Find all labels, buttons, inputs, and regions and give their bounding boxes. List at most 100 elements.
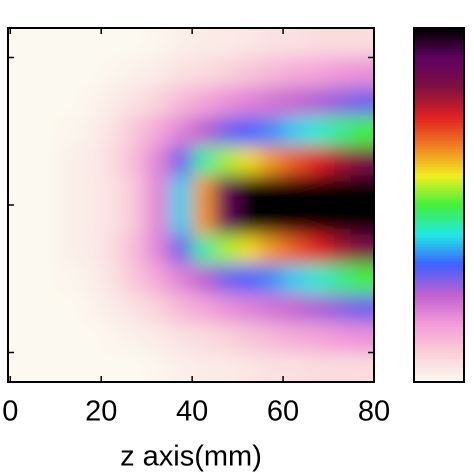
colorbar-swatch <box>414 51 464 56</box>
heatmap-cell <box>169 146 193 176</box>
heatmap-cell <box>169 175 193 206</box>
heatmap-cell <box>123 234 148 265</box>
heatmap-cell <box>55 264 79 294</box>
heatmap-cell <box>283 87 307 117</box>
colorbar-swatch <box>414 323 464 327</box>
heatmap-cell <box>305 87 330 117</box>
colorbar-swatch <box>414 199 464 203</box>
heatmap-cells <box>10 28 374 382</box>
heatmap-cell <box>33 175 57 206</box>
colorbar-swatch <box>414 261 464 265</box>
heatmap-cell <box>260 352 284 382</box>
heatmap-cell <box>192 116 216 147</box>
heatmap-cell <box>33 57 57 88</box>
heatmap-cell <box>78 352 102 382</box>
colorbar-swatch <box>414 193 464 197</box>
colorbar-swatch <box>414 370 464 374</box>
heatmap-cell <box>351 57 374 88</box>
heatmap-cell <box>351 264 374 294</box>
heatmap-cell <box>283 293 307 324</box>
heatmap-cell <box>305 293 330 324</box>
heatmap-cell <box>10 264 34 294</box>
colorbar-swatch <box>414 131 464 135</box>
heatmap-cell <box>214 175 239 206</box>
colorbar-swatch <box>414 308 464 312</box>
colorbar-swatch <box>414 311 464 315</box>
colorbar-swatch <box>414 181 464 185</box>
colorbar-swatch <box>414 349 464 354</box>
colorbar-swatch <box>414 75 464 79</box>
colorbar-swatch <box>414 252 464 256</box>
colorbar-swatch <box>414 355 464 359</box>
heatmap-cell <box>123 146 148 176</box>
colorbar-swatch <box>414 352 464 357</box>
heatmap-cell <box>192 57 216 88</box>
colorbar-swatch <box>414 95 464 100</box>
heatmap-cell <box>328 87 352 117</box>
colorbar-swatch <box>414 28 464 32</box>
colorbar-swatch <box>414 60 464 64</box>
heatmap-cell <box>260 205 284 235</box>
heatmap-cell <box>305 146 330 176</box>
axes: 0 20 40 60 80 <box>2 28 390 428</box>
heatmap-cell <box>283 146 307 176</box>
heatmap-cell <box>146 205 170 235</box>
heatmap-cell <box>237 234 261 265</box>
colorbar-swatch <box>414 337 464 342</box>
colorbar-swatch <box>414 45 464 50</box>
heatmap-cell <box>260 116 284 147</box>
heatmap-cell <box>78 205 102 235</box>
heatmap-cell <box>123 175 148 206</box>
heatmap-cell <box>305 116 330 147</box>
colorbar-swatch <box>414 78 464 82</box>
heatmap-cell <box>78 293 102 324</box>
heatmap-cell <box>33 234 57 265</box>
heatmap-cell <box>305 264 330 294</box>
heatmap-cell <box>78 323 102 353</box>
heatmap-cell <box>33 293 57 324</box>
colorbar-swatch <box>414 110 464 115</box>
colorbar-swatch <box>414 184 464 188</box>
heatmap-cell <box>10 175 34 206</box>
colorbar-swatch <box>414 278 464 283</box>
heatmap-cell <box>55 205 79 235</box>
heatmap-cell <box>305 352 330 382</box>
heatmap <box>8 28 374 382</box>
heatmap-cell <box>214 264 239 294</box>
colorbar-swatch <box>414 299 464 303</box>
colorbar-swatch <box>414 166 464 171</box>
heatmap-cell <box>192 205 216 235</box>
heatmap-cell <box>101 175 125 206</box>
colorbar-swatch <box>414 119 464 123</box>
colorbar-swatch <box>414 33 464 38</box>
colorbar-swatch <box>414 48 464 53</box>
colorbar-swatch <box>414 237 464 241</box>
colorbar-swatch <box>414 63 464 67</box>
colorbar-swatch <box>414 331 464 336</box>
heatmap-cell <box>33 205 57 235</box>
x-tick-label: 0 <box>2 396 18 428</box>
heatmap-cell <box>260 28 284 58</box>
colorbar-swatch <box>414 275 464 280</box>
colorbar-swatch <box>414 137 464 141</box>
heatmap-cell <box>123 57 148 88</box>
heatmap-cell <box>123 205 148 235</box>
heatmap-cell <box>10 352 34 382</box>
colorbar-swatch <box>414 89 464 94</box>
heatmap-cell <box>214 323 239 353</box>
colorbar-swatch <box>414 169 464 174</box>
heatmap-cell <box>123 264 148 294</box>
colorbar-swatch <box>414 266 464 271</box>
heatmap-cell <box>328 57 352 88</box>
colorbar-swatch <box>414 160 464 165</box>
heatmap-cell <box>101 87 125 117</box>
heatmap-cell <box>351 323 374 353</box>
heatmap-cell <box>10 116 34 147</box>
colorbar-swatch <box>414 269 464 274</box>
heatmap-cell <box>283 264 307 294</box>
heatmap-cell <box>146 175 170 206</box>
colorbar-swatch <box>414 187 464 191</box>
colorbar-swatch <box>414 272 464 277</box>
heatmap-cell <box>260 175 284 206</box>
x-tick-label: 20 <box>85 396 117 428</box>
